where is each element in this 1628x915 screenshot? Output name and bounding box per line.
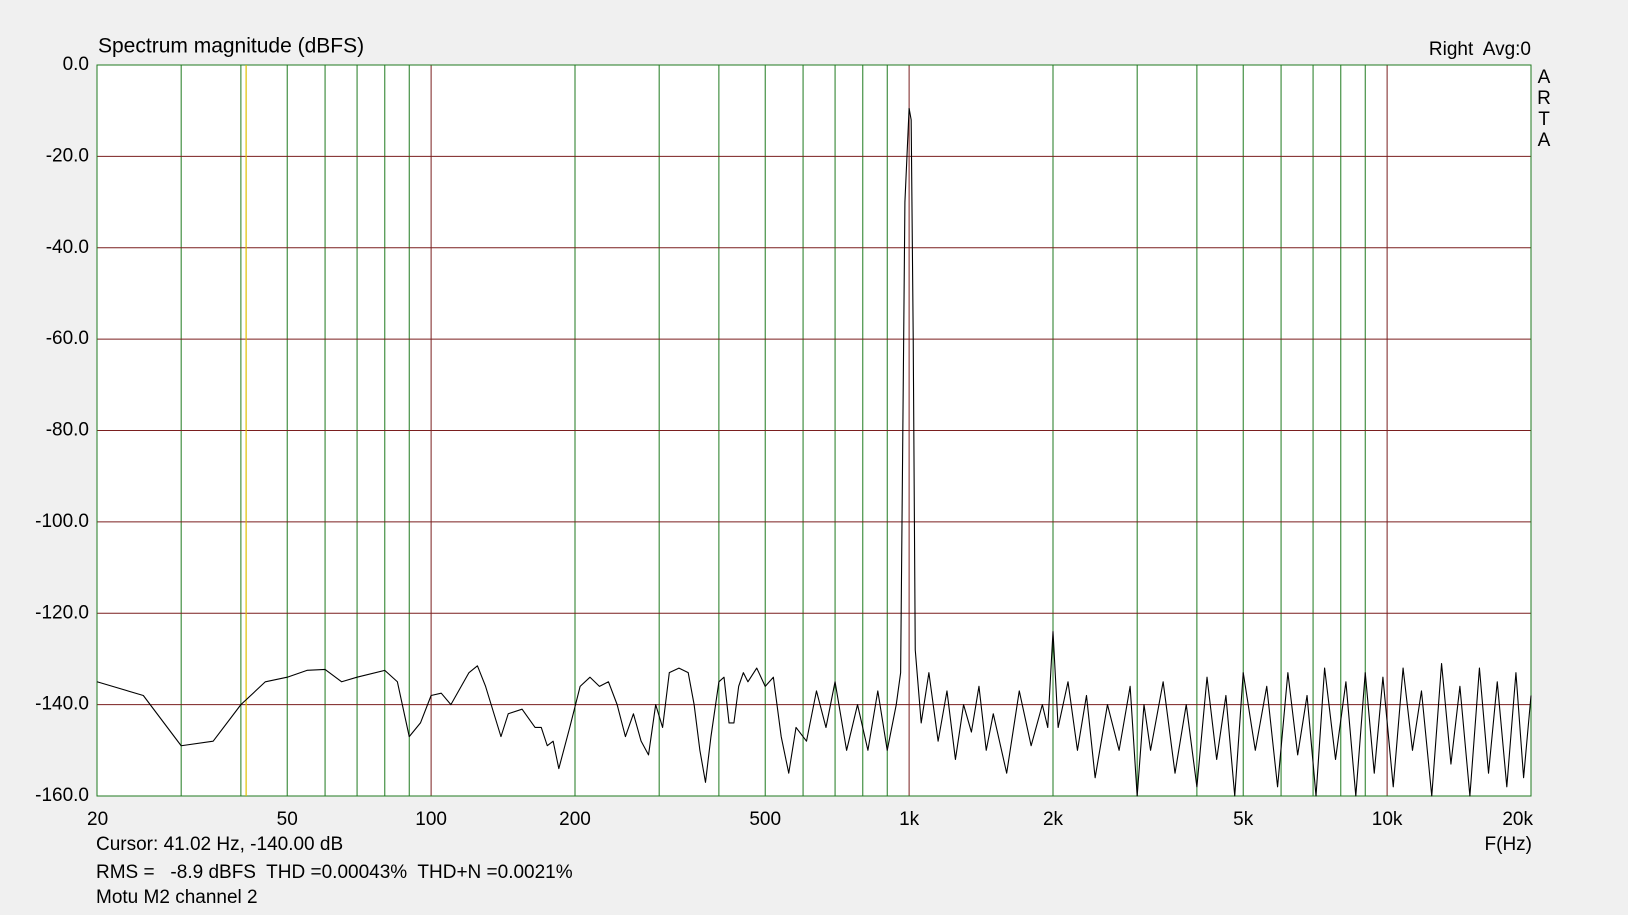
y-tick-label: -40.0: [46, 237, 89, 258]
y-tick-label: -60.0: [46, 328, 89, 349]
y-tick-label: -140.0: [35, 694, 89, 715]
x-tick-label: 5k: [1233, 809, 1254, 830]
cursor-text: Cursor: 41.02 Hz, -140.00 dB: [96, 834, 343, 855]
x-tick-label: 2k: [1043, 809, 1064, 830]
brand-letter: A: [1538, 130, 1551, 151]
brand-letter: A: [1538, 67, 1551, 88]
plot-frame: [96, 64, 1532, 797]
x-tick-label: 20k: [1502, 809, 1533, 830]
y-tick-label: -100.0: [35, 511, 89, 532]
x-tick-label: 100: [415, 809, 447, 830]
x-tick-label: 200: [559, 809, 591, 830]
x-tick-label: 50: [277, 809, 298, 830]
x-tick-label: 10k: [1372, 809, 1403, 830]
y-tick-label: 0.0: [63, 54, 89, 75]
corner-label: Right Avg:0: [1429, 39, 1531, 60]
chart-title: Spectrum magnitude (dBFS): [98, 35, 364, 58]
x-tick-label: 500: [749, 809, 781, 830]
brand-letter: T: [1538, 109, 1550, 130]
x-tick-label: 1k: [899, 809, 920, 830]
brand-letter: R: [1537, 88, 1551, 109]
y-tick-label: -80.0: [46, 420, 89, 441]
stats-text: RMS = -8.9 dBFS THD =0.00043% THD+N =0.0…: [96, 862, 573, 883]
y-tick-label: -160.0: [35, 785, 89, 806]
x-tick-label: 20: [87, 809, 108, 830]
y-tick-label: -120.0: [35, 602, 89, 623]
x-axis-label: F(Hz): [1485, 834, 1532, 855]
y-tick-label: -20.0: [46, 145, 89, 166]
device-text: Motu M2 channel 2: [96, 887, 258, 908]
spectrum-line: [96, 107, 1532, 797]
